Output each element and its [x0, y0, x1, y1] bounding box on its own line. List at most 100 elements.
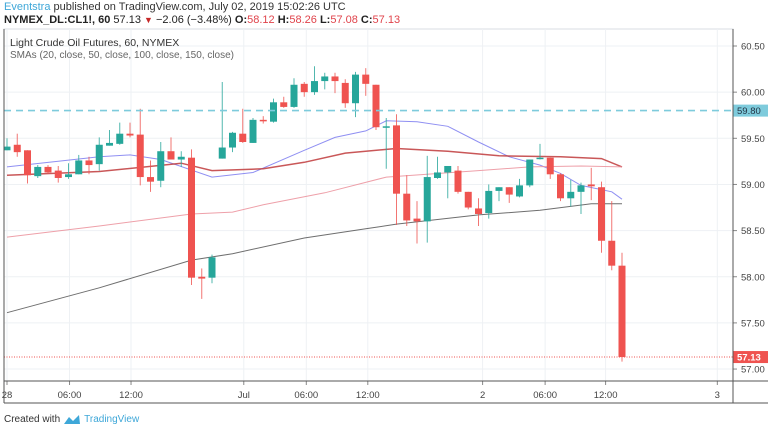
x-tick-label: 2 [480, 390, 485, 401]
x-tick-label: Jul [238, 390, 250, 401]
candle [382, 117, 390, 169]
candle-body [577, 185, 585, 192]
candle [352, 71, 359, 118]
candle-body [505, 187, 513, 195]
y-tick-label: 58.50 [741, 226, 765, 237]
candle-body [382, 126, 390, 128]
candle [85, 156, 93, 175]
candle [229, 131, 236, 153]
candle [423, 155, 431, 243]
candle-body [444, 165, 452, 173]
published-text: published on TradingView.com, July 02, 2… [53, 1, 346, 13]
y-tick-label: 59.50 [741, 134, 765, 145]
alert-price-badge [733, 104, 768, 117]
candle-body [608, 240, 616, 266]
candle-body [393, 125, 400, 194]
candle [434, 156, 441, 179]
candle-body [116, 133, 124, 144]
last-price-badge [733, 351, 768, 364]
close-label: C: [360, 14, 373, 26]
x-tick-label: 06:00 [58, 390, 82, 401]
y-tick-label: 60.00 [741, 88, 765, 99]
candle-body [413, 218, 421, 222]
candle [136, 108, 144, 186]
candle [54, 165, 62, 183]
candle-body [454, 170, 462, 192]
publish-info: Eventstra published on TradingView.com, … [4, 1, 346, 13]
price-chart[interactable]: 59.80 57.13 Light Crude Oil Futures, 60, … [0, 0, 768, 410]
candle [3, 138, 11, 151]
candle [454, 165, 462, 194]
candle-body [85, 160, 93, 166]
candle [464, 191, 472, 210]
candle-body [516, 185, 523, 197]
candle-body [546, 157, 554, 175]
candle-body [44, 166, 52, 173]
last-price: 57.13 [113, 14, 141, 26]
candle [475, 198, 482, 226]
candle [495, 187, 503, 202]
candle-body [321, 76, 329, 82]
candle [75, 154, 83, 175]
candle [198, 268, 206, 299]
candle [95, 137, 103, 171]
x-tick-label: 06:00 [533, 390, 557, 401]
candle-body [75, 160, 83, 175]
footer: Created with TradingView [4, 414, 139, 425]
candle [577, 182, 585, 214]
candle [567, 179, 575, 207]
x-tick-label: 06:00 [294, 390, 318, 401]
sma-150-line [6, 203, 622, 314]
candle-body [536, 157, 544, 160]
candle [393, 114, 400, 226]
candle [505, 187, 513, 203]
candle [598, 181, 605, 253]
author-link[interactable]: Eventstra [4, 1, 51, 13]
candle-body [311, 81, 318, 93]
low-value: 57.08 [330, 14, 358, 26]
candle [44, 165, 52, 174]
candle [403, 175, 411, 226]
open-value: 58.12 [247, 14, 275, 26]
candle [65, 163, 72, 179]
candle [372, 84, 380, 130]
candle [485, 184, 493, 219]
open-label: O: [234, 14, 248, 26]
candle-body [598, 187, 605, 241]
created-with-text: Created with [4, 414, 61, 425]
candle-body [249, 119, 257, 143]
candle [177, 151, 185, 167]
candle-body [157, 151, 165, 181]
candle-body [34, 166, 42, 177]
candle-body [434, 172, 441, 178]
candle-body [167, 151, 175, 160]
candle [444, 165, 452, 199]
candle [34, 165, 42, 178]
candle-body [372, 84, 380, 128]
symbol: NYMEX_DL:CL1!, 60 [4, 14, 111, 26]
candle-body [331, 76, 339, 82]
high-label: H: [277, 14, 290, 26]
alert-price-label: 59.80 [737, 106, 761, 117]
indicator-legend[interactable]: SMAs (20, close, 50, close, 100, close, … [10, 50, 234, 61]
candle [608, 201, 616, 271]
sma-50-line [6, 147, 623, 176]
x-tick-label: 28 [2, 390, 13, 401]
candle-body [106, 142, 113, 146]
candle-body [177, 156, 185, 160]
candle-body [362, 74, 370, 84]
axes: 60.50 60.00 59.50 59.00 58.50 58.00 57.50 57.00… [2, 29, 768, 404]
close-value: 57.13 [372, 14, 401, 26]
candle-body [54, 170, 62, 178]
candle [557, 173, 564, 202]
candle [147, 160, 154, 192]
candle-body [95, 144, 103, 165]
last-price-label: 57.13 [737, 353, 761, 364]
candle [546, 157, 554, 179]
y-tick-label: 60.50 [741, 42, 765, 53]
candle-body [495, 187, 503, 191]
candle [300, 81, 308, 97]
x-tick-label: 12:00 [356, 390, 380, 401]
tradingview-brand-link[interactable]: TradingView [84, 414, 140, 425]
candle-body [300, 83, 308, 93]
